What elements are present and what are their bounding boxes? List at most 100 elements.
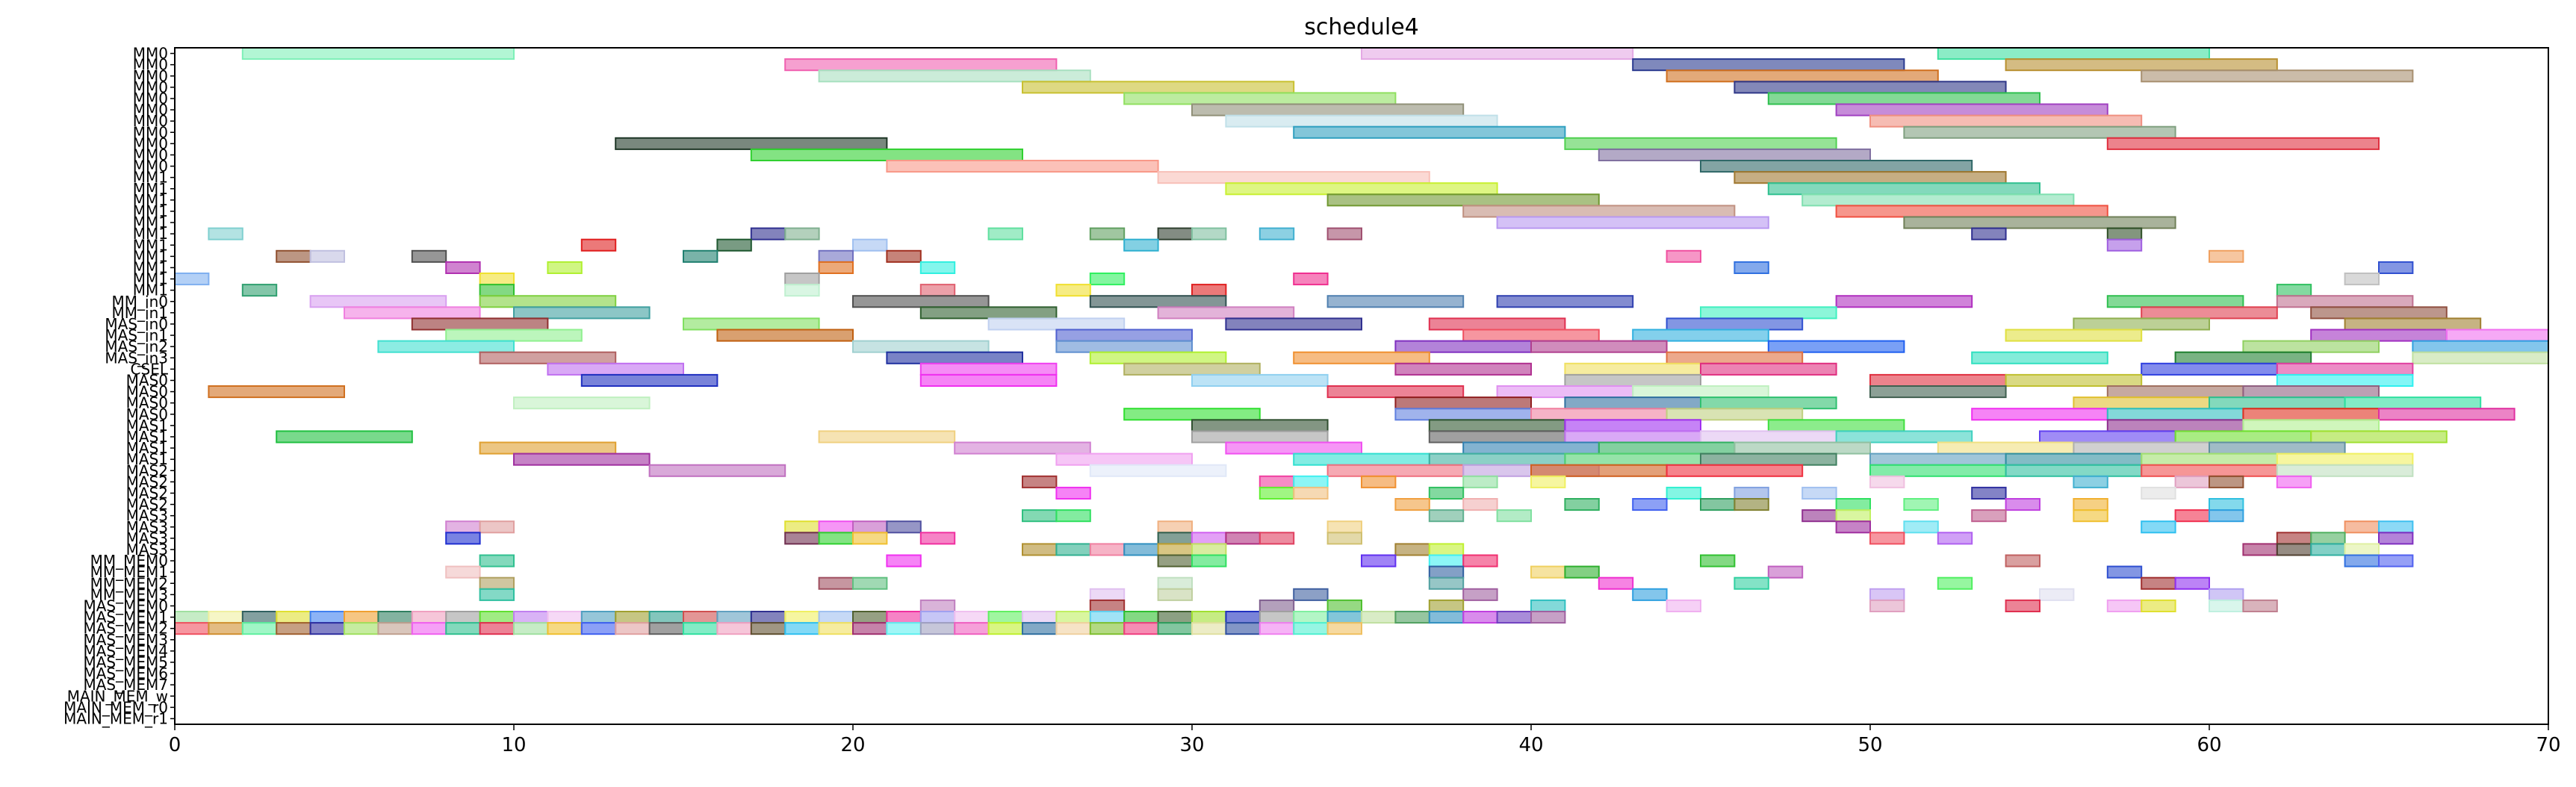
x-tick-label: 40 [1518, 734, 1543, 756]
schedule-bar [2276, 532, 2312, 545]
y-tick-label: MAS2 [126, 496, 168, 514]
schedule-bar [648, 622, 684, 635]
schedule-bar [479, 611, 515, 624]
schedule-bar [2209, 599, 2244, 613]
y-tick-label: MM1 [133, 236, 168, 254]
schedule-bar [1428, 452, 1566, 466]
schedule-bar [1123, 362, 1261, 376]
y-axis-labels: MM0MM0MM0MM0MM0MM0MM0MM0MM0MM0MM0MM1MM1M… [63, 45, 175, 727]
schedule-bar [1022, 81, 1295, 94]
y-tick-label: MM0 [133, 101, 168, 119]
schedule-bar [852, 576, 888, 590]
schedule-bar [1191, 611, 1227, 624]
schedule-bar [445, 261, 481, 274]
y-tick-label: MM0 [133, 67, 168, 85]
y-tick-label: MM0 [133, 90, 168, 108]
schedule-bar [241, 622, 278, 635]
schedule-bar [1564, 498, 1600, 511]
schedule-bar [1055, 486, 1091, 500]
schedule-bar [241, 284, 278, 297]
schedule-bar [2174, 509, 2211, 523]
schedule-bar [513, 452, 651, 466]
schedule-bar [2106, 419, 2244, 432]
schedule-bar [479, 554, 515, 567]
schedule-bar [1191, 373, 1329, 387]
schedule-bar [1293, 452, 1430, 466]
schedule-bar [750, 622, 786, 635]
schedule-bar [1326, 295, 1465, 308]
schedule-bar [818, 576, 854, 590]
schedule-bar [1394, 396, 1533, 410]
schedule-bar [2209, 396, 2346, 410]
schedule-bar [1055, 284, 1091, 297]
schedule-bar [479, 622, 515, 635]
schedule-bar [2310, 532, 2346, 545]
schedule-bar [1666, 486, 1702, 500]
schedule-bar [1191, 430, 1329, 444]
schedule-bar [1598, 441, 1736, 455]
schedule-bar [1496, 216, 1769, 229]
schedule-bar [1462, 554, 1498, 567]
schedule-bar [2073, 509, 2108, 523]
schedule-bar [1089, 599, 1126, 613]
schedule-bar [2276, 464, 2414, 477]
schedule-bar [2344, 543, 2380, 556]
schedule-bar [2174, 430, 2312, 444]
y-tick-label: MM1 [133, 169, 168, 187]
schedule-bar [683, 317, 820, 331]
schedule-bar [1564, 396, 1701, 410]
schedule-bar [1462, 329, 1600, 342]
schedule-bar [1496, 385, 1634, 399]
schedule-bar [1055, 509, 1091, 523]
schedule-bar [1835, 520, 1872, 534]
schedule-bar [479, 273, 515, 286]
schedule-bar [1564, 419, 1701, 432]
schedule-bar [818, 532, 854, 545]
schedule-bar [2276, 543, 2312, 556]
schedule-bar [2242, 599, 2278, 613]
schedule-bar [1055, 611, 1091, 624]
schedule-bar [1903, 498, 1939, 511]
schedule-bar [2141, 69, 2414, 83]
schedule-bar [1326, 227, 1362, 240]
schedule-bar [1564, 373, 1701, 387]
schedule-bar [1089, 588, 1126, 601]
schedule-bar [750, 148, 1023, 161]
schedule-bar [1089, 227, 1126, 240]
schedule-bar [750, 611, 786, 624]
schedule-bar [1530, 565, 1566, 579]
schedule-bar [2276, 295, 2414, 308]
x-tick-label: 50 [1857, 734, 1882, 756]
schedule-bar [580, 373, 719, 387]
schedule-bar [1225, 532, 1261, 545]
schedule-bar [1428, 317, 1566, 331]
schedule-bar [919, 284, 956, 297]
schedule-bar [1564, 565, 1600, 579]
schedule-bar [2005, 452, 2143, 466]
y-tick-label: MM_in0 [112, 293, 168, 311]
schedule-bar [919, 362, 1058, 376]
y-tick-label: MM0 [133, 134, 168, 152]
schedule-bar [954, 611, 990, 624]
schedule-bar [1767, 182, 2041, 196]
schedule-bar [1258, 532, 1295, 545]
schedule-bar [1157, 554, 1193, 567]
schedule-bar [1157, 543, 1193, 556]
schedule-bar [1191, 622, 1227, 635]
schedule-bar [784, 58, 1058, 72]
y-tick-label: MAS1 [126, 417, 168, 435]
schedule-bar [175, 622, 210, 635]
schedule-bar [411, 611, 447, 624]
schedule-bar [1869, 114, 2143, 128]
schedule-bar [1258, 611, 1295, 624]
schedule-bar [1971, 486, 2007, 500]
schedule-bar [309, 611, 346, 624]
schedule-bar [445, 611, 481, 624]
schedule-bar [1191, 554, 1227, 567]
schedule-bar [513, 396, 651, 410]
schedule-bar [1394, 340, 1533, 353]
y-tick-label: MM1 [133, 270, 168, 288]
schedule-bar [750, 227, 786, 240]
schedule-bar [615, 611, 651, 624]
schedule-bar [784, 611, 820, 624]
